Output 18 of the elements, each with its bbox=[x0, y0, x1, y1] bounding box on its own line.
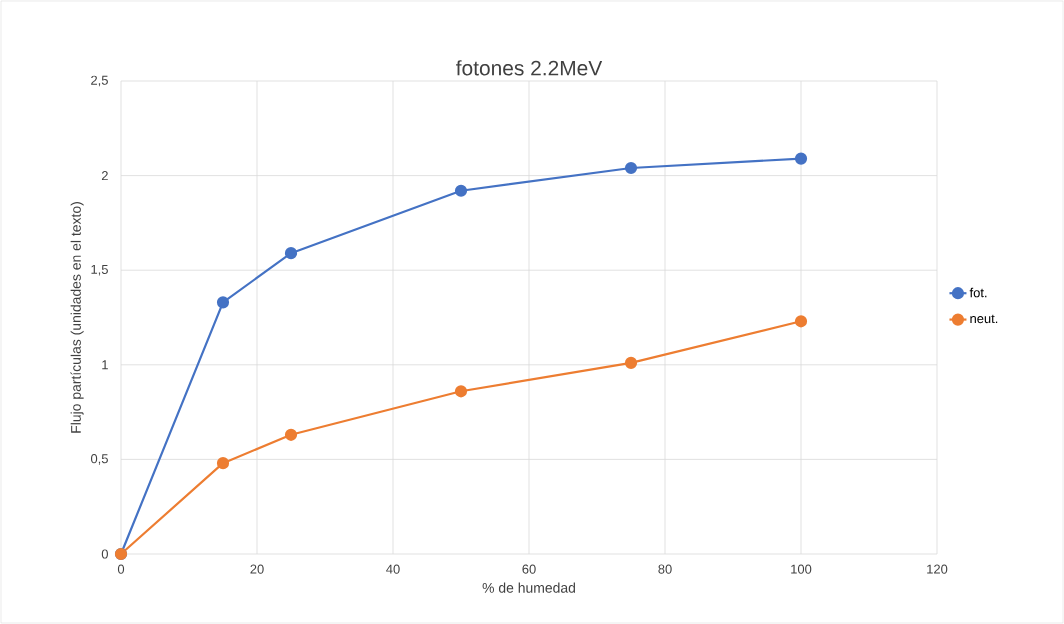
legend-label: fot. bbox=[969, 287, 987, 298]
x-tick-label: 20 bbox=[250, 564, 264, 574]
x-tick-label: 40 bbox=[386, 564, 400, 574]
legend-label: neut. bbox=[970, 314, 998, 324]
x-tick-label: 60 bbox=[522, 564, 536, 574]
y-axis-title: Flujo partículas (unidades en el texto) bbox=[70, 202, 84, 433]
y-tick-label: 0,5 bbox=[90, 454, 108, 465]
y-tick-label: 0 bbox=[101, 549, 108, 559]
x-tick-label: 80 bbox=[658, 564, 672, 574]
y-tick-label: 2,5 bbox=[91, 75, 108, 87]
x-tick-label: 120 bbox=[927, 564, 948, 574]
x-tick-label: 0 bbox=[117, 564, 125, 574]
chart-title: fotones 2.2MeV bbox=[456, 60, 603, 76]
x-tick-label: 100 bbox=[791, 564, 812, 574]
y-tick-label: 1,5 bbox=[91, 264, 108, 276]
x-axis-title: % de humedad bbox=[482, 582, 575, 593]
y-tick-label: 1 bbox=[102, 360, 108, 370]
y-tick-label: 2 bbox=[101, 171, 108, 181]
